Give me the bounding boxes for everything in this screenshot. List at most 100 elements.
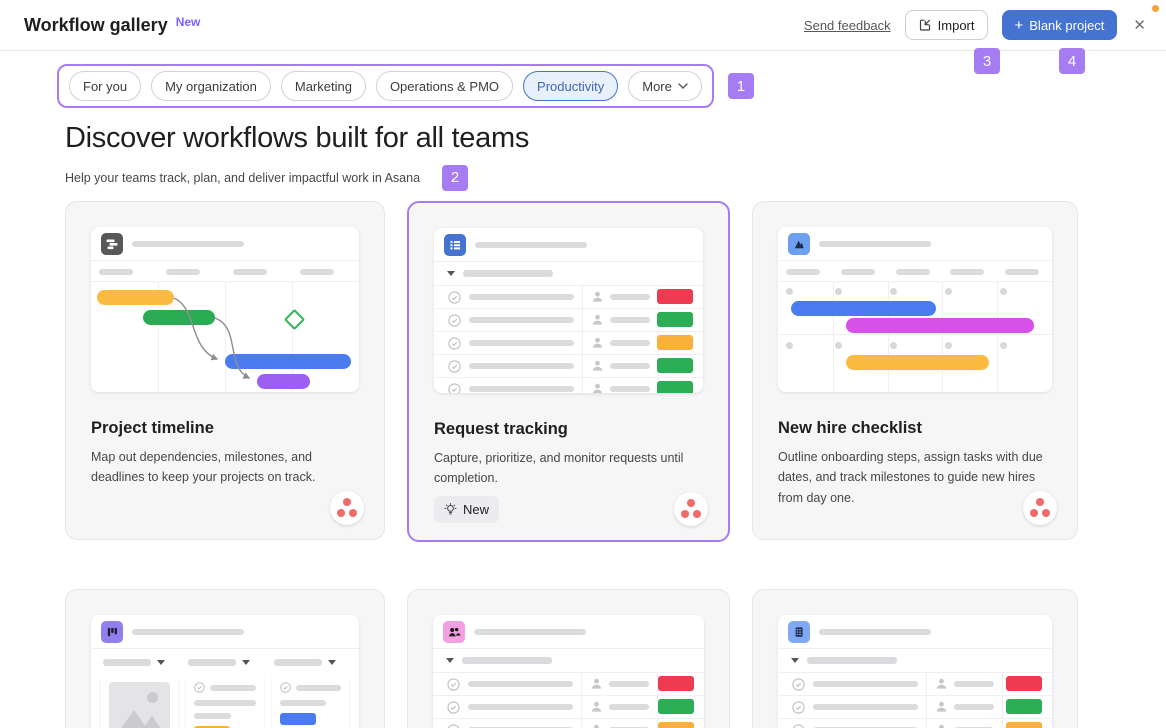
placeholder-bar (132, 628, 244, 635)
title-group: Workflow gallery New (24, 15, 200, 36)
status-pill-yellow (1006, 722, 1042, 728)
annotation-badge-4: 4 (1059, 48, 1085, 74)
section-row (434, 262, 703, 285)
assignee-icon (592, 337, 603, 348)
section-caret-icon (446, 658, 454, 663)
page-title: Workflow gallery (24, 14, 168, 35)
task-row (778, 695, 1052, 718)
tab-for-you[interactable]: For you (69, 71, 142, 101)
status-pill-red (657, 289, 693, 304)
assignee-icon (936, 701, 947, 712)
check-circle-icon (448, 313, 461, 327)
assignee-icon (592, 314, 603, 325)
category-tabs: For you My organization Marketing Operat… (57, 64, 714, 108)
task-row (434, 308, 703, 331)
check-circle-icon (194, 682, 206, 693)
check-circle-icon (792, 700, 805, 714)
blank-project-button[interactable]: + Blank project (1001, 10, 1118, 40)
import-label: Import (937, 17, 975, 33)
placeholder-bar (819, 240, 931, 247)
tab-my-organization[interactable]: My organization (151, 71, 271, 101)
card-footer (91, 491, 364, 525)
check-circle-icon (792, 723, 805, 728)
people-icon (443, 620, 465, 643)
template-grid-row-1: Project timeline Map out dependencies, m… (65, 201, 1166, 542)
template-card-new-hire-checklist[interactable]: New hire checklist Outline onboarding st… (752, 201, 1078, 540)
check-circle-icon (447, 723, 460, 728)
send-feedback-link[interactable]: Send feedback (803, 17, 891, 33)
task-list-illustration (434, 228, 703, 393)
template-card-board[interactable] (65, 589, 385, 728)
template-card-request-tracking[interactable]: Request tracking Capture, prioritize, an… (407, 201, 730, 542)
placeholder-bar (462, 657, 552, 664)
tab-productivity[interactable]: Productivity (523, 71, 619, 101)
notebook-icon (788, 620, 810, 643)
lightbulb-icon (444, 502, 457, 514)
task-rows (433, 672, 704, 728)
status-pill-yellow (658, 722, 694, 728)
tab-operations-pmo[interactable]: Operations & PMO (375, 71, 514, 101)
timeline-icon (101, 232, 123, 255)
image-placeholder (109, 682, 171, 728)
column-caret-icon (242, 660, 251, 665)
check-circle-icon (448, 359, 461, 373)
calendar-illustration (778, 227, 1052, 392)
check-circle-icon (279, 682, 291, 693)
kanban-illustration (91, 615, 359, 728)
check-circle-icon (448, 290, 461, 304)
placeholder-bar (463, 270, 553, 277)
card-description: Outline onboarding steps, assign tasks w… (778, 450, 1043, 505)
annotation-badge-3: 3 (974, 48, 1000, 74)
gantt-bar-purple (257, 374, 310, 389)
tab-more[interactable]: More (628, 71, 702, 101)
assignee-icon (592, 383, 603, 393)
gantt-bar-blue (225, 354, 351, 369)
template-card-notebook-list[interactable] (752, 589, 1078, 728)
title-new-badge: New (175, 15, 201, 29)
task-row (778, 672, 1052, 695)
gantt-bar-yellow (97, 290, 174, 305)
status-pill-red (1006, 676, 1042, 691)
template-card-project-timeline[interactable]: Project timeline Map out dependencies, m… (65, 201, 385, 540)
close-icon[interactable]: ✕ (1133, 17, 1146, 34)
task-rows (434, 285, 703, 393)
placeholder-bar (474, 628, 586, 635)
asana-logo (1023, 491, 1057, 525)
task-row (433, 718, 704, 728)
template-card-people-list[interactable] (407, 589, 730, 728)
assignee-icon (591, 701, 602, 712)
kanban-card (271, 674, 349, 728)
gantt-columns (91, 261, 359, 282)
placeholder-bar (475, 241, 587, 248)
import-button[interactable]: Import (904, 10, 988, 40)
top-bar-actions: Send feedback Import + Blank project ✕ (804, 10, 1146, 40)
task-row (433, 695, 704, 718)
section-caret-icon (447, 271, 455, 276)
status-pill-yellow (194, 726, 231, 728)
status-pill-yellow (657, 335, 693, 350)
section-row (778, 649, 1052, 672)
placeholder-bar (132, 240, 244, 247)
task-row (434, 331, 703, 354)
placeholder-bar (807, 657, 897, 664)
kanban-card (186, 674, 264, 728)
assignee-icon (592, 360, 603, 371)
card-description: Capture, prioritize, and monitor request… (434, 451, 684, 486)
status-pill-red (658, 676, 694, 691)
page-subtitle: Help your teams track, plan, and deliver… (65, 170, 421, 185)
board-icon (101, 620, 123, 643)
check-circle-icon (448, 336, 461, 350)
calendar-grid (778, 282, 1052, 392)
check-circle-icon (792, 677, 805, 691)
template-grid-row-2 (65, 589, 1166, 728)
task-row (433, 672, 704, 695)
calendar-bar-blue (791, 301, 936, 316)
task-list-illustration (433, 615, 704, 728)
tab-marketing[interactable]: Marketing (280, 71, 366, 101)
dependency-arrows (173, 297, 251, 379)
check-circle-icon (447, 700, 460, 714)
status-pill-green (658, 699, 694, 714)
list-icon (444, 233, 466, 256)
new-template-badge: New (434, 495, 500, 523)
